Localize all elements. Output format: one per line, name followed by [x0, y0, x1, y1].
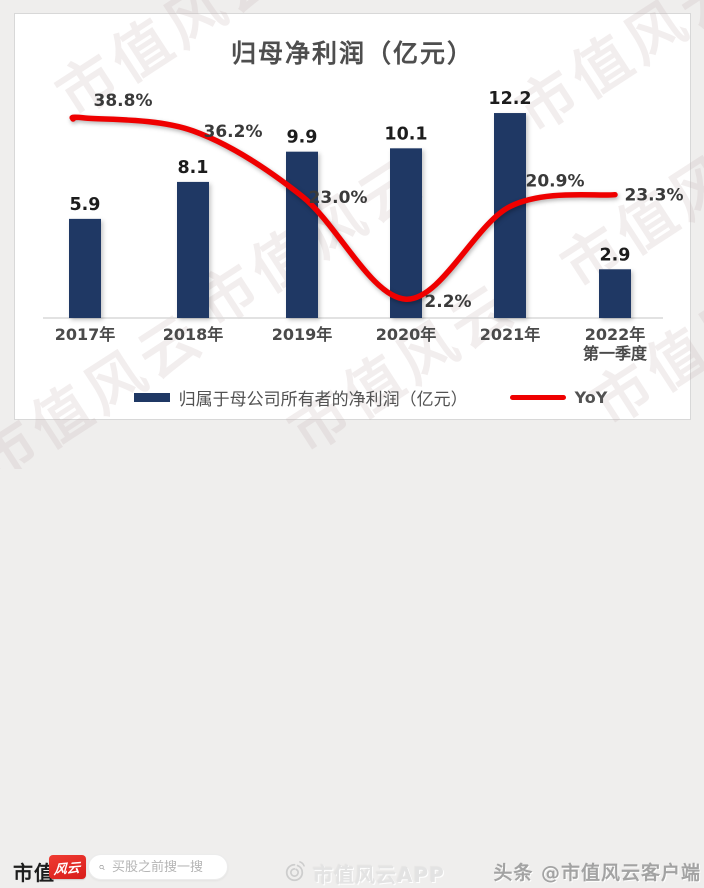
yoy-line [69, 114, 618, 302]
bar [177, 181, 209, 318]
bar [390, 148, 422, 318]
bar-series-label: 归属于母公司所有者的净利润（亿元） [178, 390, 468, 410]
chart-canvas: 5.9 8.1 9.9 10.1 12.2 2.9 38.8% 36.2% 23.0% 2.2% 2… [43, 89, 684, 363]
yoy-value-label: 2.2% [424, 292, 471, 312]
yoy-value-label: 36.2% [204, 122, 263, 142]
x-axis-label: 2019年 [272, 325, 333, 344]
bar [286, 151, 318, 318]
bar-value-label: 10.1 [384, 124, 427, 144]
brand-seal-logo: 风云 [49, 855, 86, 879]
footer-bar: 市值 风云 市值风云APP 头条 @市值风云客户端 [0, 420, 704, 887]
line-series-swatch [509, 395, 566, 400]
yoy-value-label: 38.8% [94, 91, 153, 111]
yoy-value-label: 20.9% [526, 172, 585, 192]
bar-value-label: 5.9 [69, 195, 100, 215]
bar [69, 218, 101, 318]
search-icon [99, 864, 105, 870]
bar-value-label: 8.1 [177, 158, 208, 178]
x-axis-label: 2018年 [163, 325, 224, 344]
weibo-swirl-icon [285, 861, 305, 882]
brand-seal-text: 风云 [53, 860, 81, 878]
bar [599, 269, 631, 318]
x-axis-label: 2017年 [55, 325, 116, 344]
x-axis-label: 2021年 [480, 325, 541, 344]
yoy-value-label: 23.3% [625, 186, 684, 206]
search-box[interactable] [88, 854, 228, 880]
chart-card: 归母净利润（亿元） 5.9 8.1 9.9 10.1 12.2 2.9 38.8% 36.2%… [14, 13, 691, 420]
x-axis-label: 第一季度 [583, 344, 648, 363]
search-input[interactable] [112, 859, 217, 875]
chart-legend: 归属于母公司所有者的净利润（亿元） YoY [15, 385, 690, 410]
legend-item-net-profit: 归属于母公司所有者的净利润（亿元） [133, 385, 468, 410]
legend-item-yoy: YoY [509, 388, 608, 407]
x-axis-label: 2020年 [376, 325, 437, 344]
bar-value-label: 2.9 [599, 245, 630, 265]
bar-series-swatch [133, 393, 170, 402]
yoy-value-label: 23.0% [309, 188, 368, 208]
app-watermark-text: 市值风云APP [313, 863, 445, 887]
bar-value-label: 9.9 [286, 128, 317, 148]
toutiao-handle-text: 头条 @市值风云客户端 [493, 862, 701, 884]
bar-value-label: 12.2 [488, 89, 531, 109]
line-series-label: YoY [574, 388, 608, 407]
x-axis-label: 2022年 [585, 325, 646, 344]
chart-title: 归母净利润（亿元） [230, 39, 474, 68]
